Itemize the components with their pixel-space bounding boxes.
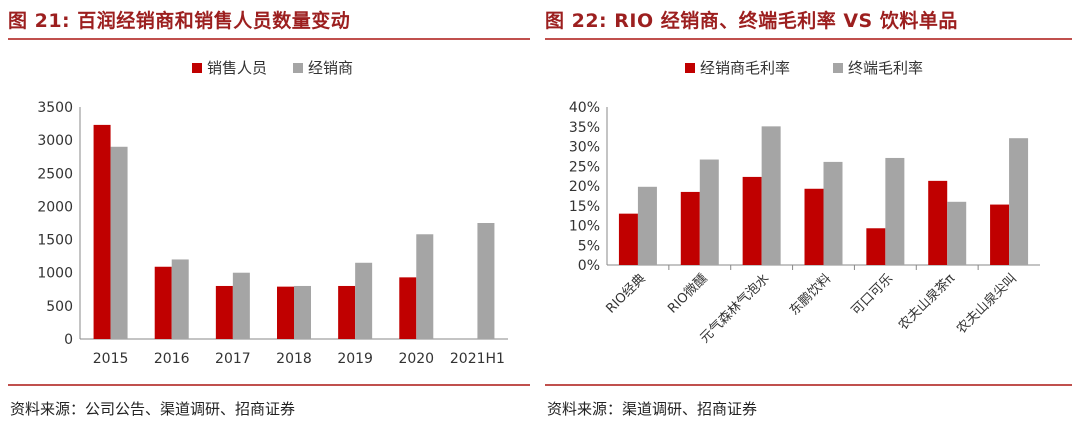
title-rule [545, 38, 1072, 40]
bar-经销商 [110, 146, 128, 339]
y-tick-label: 3000 [37, 133, 73, 149]
bar-终端毛利率 [761, 126, 781, 265]
x-tick-label: 2021H1 [450, 351, 505, 367]
bar-经销商毛利率 [804, 188, 824, 265]
bar-销售人员 [338, 285, 356, 339]
bar-终端毛利率 [637, 186, 657, 265]
x-tick-label: 2016 [154, 351, 190, 367]
y-tick-label: 40% [569, 100, 600, 116]
y-tick-label: 20% [569, 179, 600, 195]
figure-21-source: 资料来源：公司公告、渠道调研、招商证券 [10, 400, 296, 418]
y-tick-label: 35% [569, 120, 600, 136]
figure-22-source: 资料来源：渠道调研、招商证券 [547, 400, 758, 418]
source-rule [8, 384, 530, 386]
figure-22-title: 图 22: RIO 经销商、终端毛利率 VS 饮料单品 [545, 10, 958, 32]
x-tick-label: 农夫山泉茶π [895, 270, 958, 333]
bar-经销商毛利率 [928, 180, 948, 265]
y-tick-label: 25% [569, 159, 600, 175]
bar-经销商毛利率 [866, 228, 886, 265]
x-tick-label: 2018 [276, 351, 312, 367]
y-tick-label: 2500 [37, 166, 73, 182]
source-rule [545, 384, 1072, 386]
bar-销售人员 [93, 124, 111, 339]
y-tick-label: 500 [46, 299, 73, 315]
legend-swatch-经销商 [293, 63, 303, 73]
x-tick-label: 2019 [337, 351, 373, 367]
y-tick-label: 30% [569, 140, 600, 156]
bar-终端毛利率 [699, 159, 719, 265]
bar-经销商 [477, 223, 495, 339]
bar-经销商毛利率 [742, 176, 762, 265]
bar-销售人员 [154, 266, 172, 339]
legend-label: 经销商毛利率 [700, 59, 790, 77]
figure-22-panel: 图 22: RIO 经销商、终端毛利率 VS 饮料单品 0% 5% 10% 15% 20… [545, 0, 1080, 431]
x-tick-label: RIO微醺 [665, 271, 710, 316]
figure-21-title: 图 21: 百润经销商和销售人员数量变动 [8, 10, 351, 32]
bar-终端毛利率 [1009, 138, 1029, 265]
y-tick-label: 0 [64, 332, 73, 348]
bar-销售人员 [215, 285, 233, 339]
bar-销售人员 [277, 286, 294, 339]
margin-comparison-chart: 0%5%10%15%20%25%30%35%40%RIO经典 RIO微醺元气森林气… [569, 59, 1040, 346]
x-tick-label: 农夫山泉尖叫 [953, 271, 1019, 337]
bar-经销商 [171, 259, 189, 339]
y-tick-label: 3500 [37, 100, 73, 116]
bar-终端毛利率 [947, 201, 967, 265]
legend-swatch-销售人员 [192, 63, 202, 73]
bar-终端毛利率 [885, 157, 905, 265]
bar-经销商毛利率 [990, 204, 1010, 265]
x-tick-label: 可口可乐 [849, 271, 896, 318]
y-tick-label: 2000 [37, 199, 73, 215]
y-tick-label: 1000 [37, 266, 73, 282]
x-tick-label: RIO经典 [603, 271, 648, 316]
bar-经销商毛利率 [680, 191, 700, 265]
bar-经销商 [355, 262, 373, 339]
title-rule [8, 38, 530, 40]
bar-终端毛利率 [823, 161, 843, 265]
figure-21-panel: 图 21: 百润经销商和销售人员数量变动 0 500 1000 1500 2000 250… [0, 0, 530, 431]
bar-经销商毛利率 [618, 213, 638, 265]
legend-label: 经销商 [308, 59, 353, 77]
bar-销售人员 [399, 277, 417, 339]
y-tick-label: 1500 [37, 233, 73, 249]
bar-经销商 [232, 272, 250, 339]
y-tick-label: 5% [578, 238, 600, 254]
y-tick-label: 10% [569, 219, 600, 235]
y-tick-label: 15% [569, 199, 600, 215]
y-tick-label: 0% [578, 258, 600, 274]
x-tick-label: 2017 [215, 351, 251, 367]
x-tick-label: 2020 [398, 351, 434, 367]
legend-label: 销售人员 [207, 59, 267, 77]
x-tick-label: 2015 [93, 351, 129, 367]
legend-swatch-经销商毛利率 [685, 63, 695, 73]
dealer-salesforce-chart: 0 500 1000 1500 2000 2500 3000 3500 2015 2016 2017… [37, 59, 508, 367]
bar-经销商 [294, 285, 311, 339]
legend-swatch-终端毛利率 [833, 63, 843, 73]
legend-label: 终端毛利率 [848, 59, 923, 77]
bar-经销商 [416, 234, 434, 339]
x-tick-label: 东鹏饮料 [787, 271, 834, 318]
